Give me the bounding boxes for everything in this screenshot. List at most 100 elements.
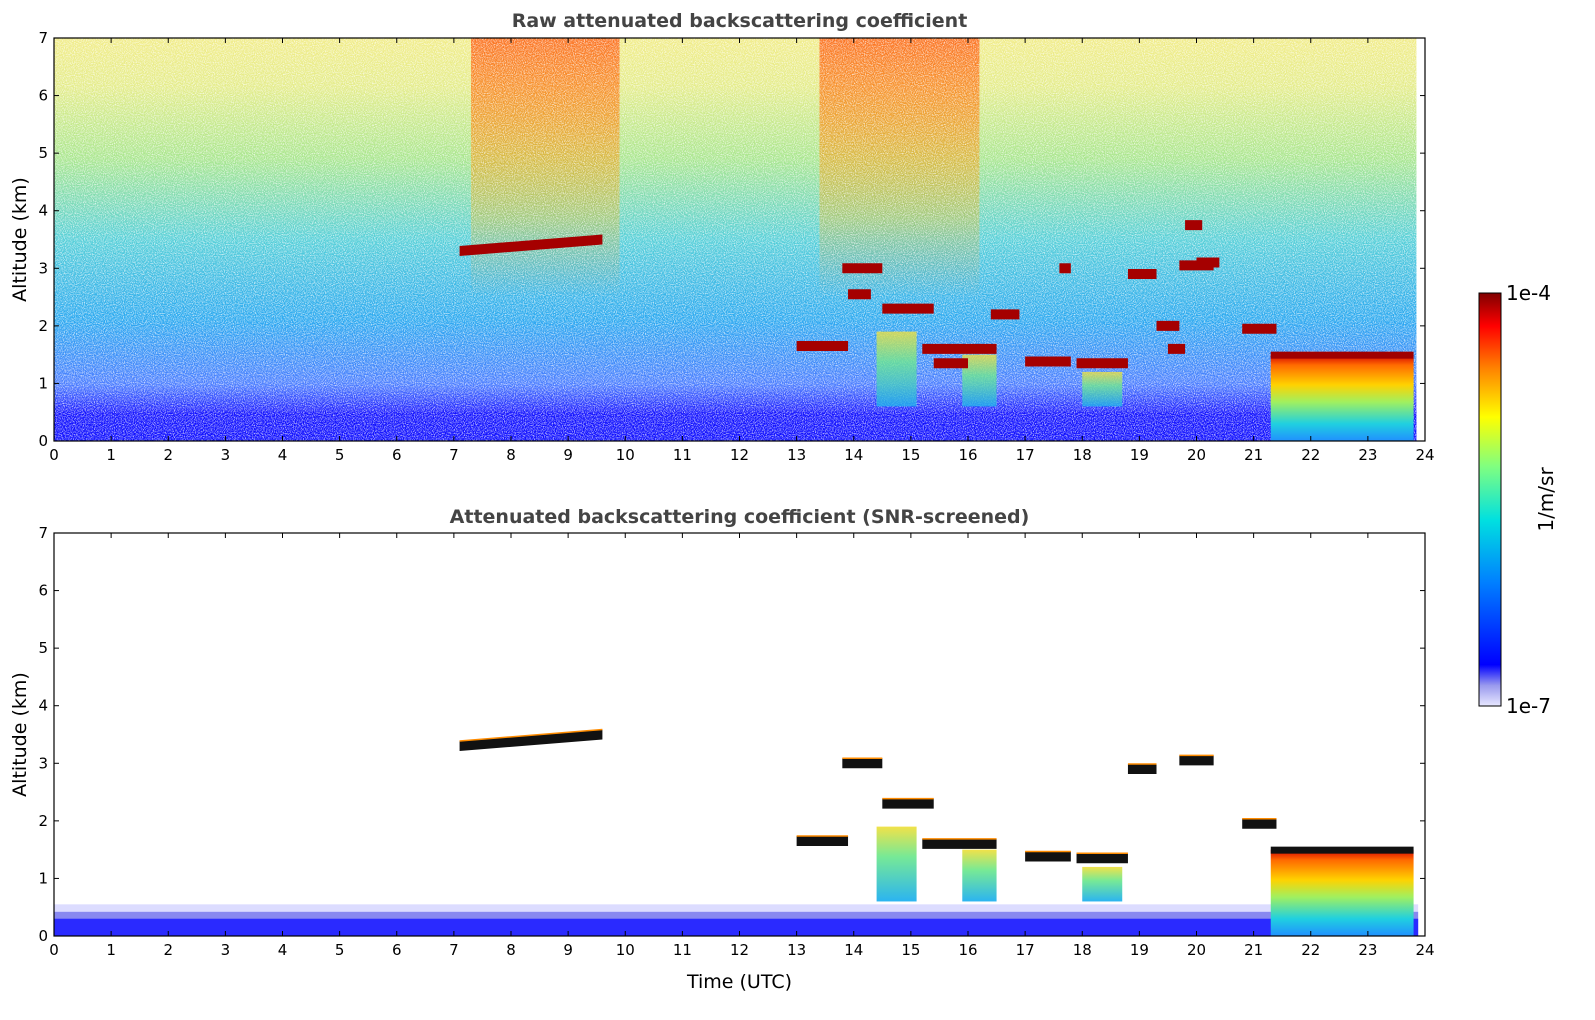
cloud-layer [842, 758, 883, 769]
precipitating-cloud [1270, 354, 1414, 441]
raw-backscatter-panel: Raw attenuated backscattering coefficien… [9, 10, 1435, 464]
x-tick-label: 20 [1187, 446, 1206, 464]
axis-ticks: 0 1 2 3 4 5 6 7 8 9 10 11 12 13 14 15 16 17 18 19 20 21 22 23 24… [38, 29, 1434, 464]
fall-streak [876, 826, 917, 902]
x-tick-label: 17 [1016, 941, 1035, 959]
cloud-layer [1242, 323, 1277, 334]
cloud-layer [922, 838, 997, 849]
x-tick-label: 10 [616, 941, 635, 959]
y-tick-label: 5 [38, 144, 48, 162]
x-tick-label: 11 [673, 446, 692, 464]
cloud-layer [1127, 764, 1157, 775]
colorbar-max-label: 1e-4 [1506, 281, 1551, 305]
y-tick-label: 1 [38, 374, 48, 392]
cloud-layer [796, 341, 849, 352]
y-tick-label: 2 [38, 317, 48, 335]
y-tick-label: 7 [38, 29, 48, 47]
y-tick-label: 2 [38, 812, 48, 830]
cloud-layer [1076, 358, 1128, 369]
cloud-layer [933, 358, 968, 369]
x-tick-label: 2 [163, 941, 173, 959]
cloud-layer [1025, 851, 1071, 862]
x-tick-label: 4 [278, 941, 288, 959]
x-tick-label: 22 [1301, 941, 1320, 959]
x-tick-label: 23 [1358, 941, 1377, 959]
boundary-layer [54, 918, 1419, 936]
x-tick-label: 19 [1130, 941, 1149, 959]
cloud-layer [848, 289, 871, 300]
screened-backscatter-heatmap [54, 728, 1419, 936]
colorbar: 1e-4 1e-7 1/m/sr [1478, 281, 1558, 718]
fall-streak [962, 849, 997, 902]
colorbar-unit-label: 1/m/sr [1534, 467, 1558, 532]
y-tick-label: 0 [38, 927, 48, 945]
x-tick-label: 7 [449, 941, 459, 959]
cloud-layer [1059, 263, 1071, 274]
x-tick-label: 19 [1130, 446, 1149, 464]
y-axis-label: Altitude (km) [9, 672, 31, 797]
x-tick-label: 16 [958, 446, 977, 464]
cloud-layer [842, 263, 883, 274]
x-tick-label: 10 [616, 446, 635, 464]
fall-streak [1082, 866, 1123, 902]
x-tick-label: 8 [506, 446, 516, 464]
cloud-layer [922, 343, 997, 354]
x-tick-label: 18 [1073, 446, 1092, 464]
fall-streak [876, 331, 917, 407]
x-axis-label: Time (UTC) [686, 971, 792, 993]
x-tick-label: 3 [221, 446, 231, 464]
y-tick-label: 4 [38, 697, 48, 715]
x-tick-label: 14 [844, 446, 863, 464]
x-tick-label: 6 [392, 941, 402, 959]
cloud-layer [882, 798, 934, 809]
x-tick-label: 23 [1358, 446, 1377, 464]
chart-title: Attenuated backscattering coefficient (S… [450, 506, 1030, 528]
cloud-layer [1196, 257, 1220, 268]
x-tick-label: 18 [1073, 941, 1092, 959]
y-tick-label: 7 [38, 524, 48, 542]
x-tick-label: 1 [106, 941, 116, 959]
x-tick-label: 13 [787, 941, 806, 959]
y-tick-label: 6 [38, 582, 48, 600]
x-tick-label: 21 [1244, 941, 1263, 959]
x-tick-label: 20 [1187, 941, 1206, 959]
screened-backscatter-panel: Attenuated backscattering coefficient (S… [9, 506, 1435, 993]
y-tick-label: 1 [38, 869, 48, 887]
y-tick-label: 5 [38, 639, 48, 657]
x-tick-label: 6 [392, 446, 402, 464]
cloud-layer [459, 234, 603, 257]
cloud-layer [1156, 320, 1180, 331]
colorbar-gradient [1478, 292, 1502, 707]
x-tick-label: 16 [958, 941, 977, 959]
x-tick-label: 11 [673, 941, 692, 959]
x-tick-label: 17 [1016, 446, 1035, 464]
x-tick-label: 24 [1415, 941, 1434, 959]
plot-area [54, 38, 1417, 441]
x-tick-label: 14 [844, 941, 863, 959]
y-tick-label: 0 [38, 432, 48, 450]
x-tick-label: 5 [335, 446, 345, 464]
x-tick-label: 3 [221, 941, 231, 959]
fall-streak [1082, 371, 1123, 407]
cloud-layer [882, 303, 934, 314]
x-tick-label: 8 [506, 941, 516, 959]
y-tick-label: 3 [38, 754, 48, 772]
cloud-base [1270, 846, 1414, 854]
cloud-layer [1076, 853, 1128, 864]
colorbar-min-label: 1e-7 [1506, 694, 1551, 718]
x-tick-label: 9 [563, 941, 573, 959]
axis-ticks: 0 1 2 3 4 5 6 7 8 9 10 11 12 13 14 15 16 17 18 19 20 21 22 23 24… [38, 524, 1434, 959]
cloud-base [1270, 351, 1414, 359]
raw-backscatter-heatmap [54, 38, 1417, 441]
x-tick-label: 24 [1415, 446, 1434, 464]
cloud-layer [459, 729, 603, 752]
x-tick-label: 4 [278, 446, 288, 464]
x-tick-label: 12 [730, 446, 749, 464]
cloud-layer [1127, 269, 1157, 280]
y-tick-label: 6 [38, 87, 48, 105]
x-tick-label: 0 [49, 446, 59, 464]
x-tick-label: 0 [49, 941, 59, 959]
x-tick-label: 22 [1301, 446, 1320, 464]
cloud-layer [990, 309, 1020, 320]
plot-frame [53, 532, 1426, 937]
